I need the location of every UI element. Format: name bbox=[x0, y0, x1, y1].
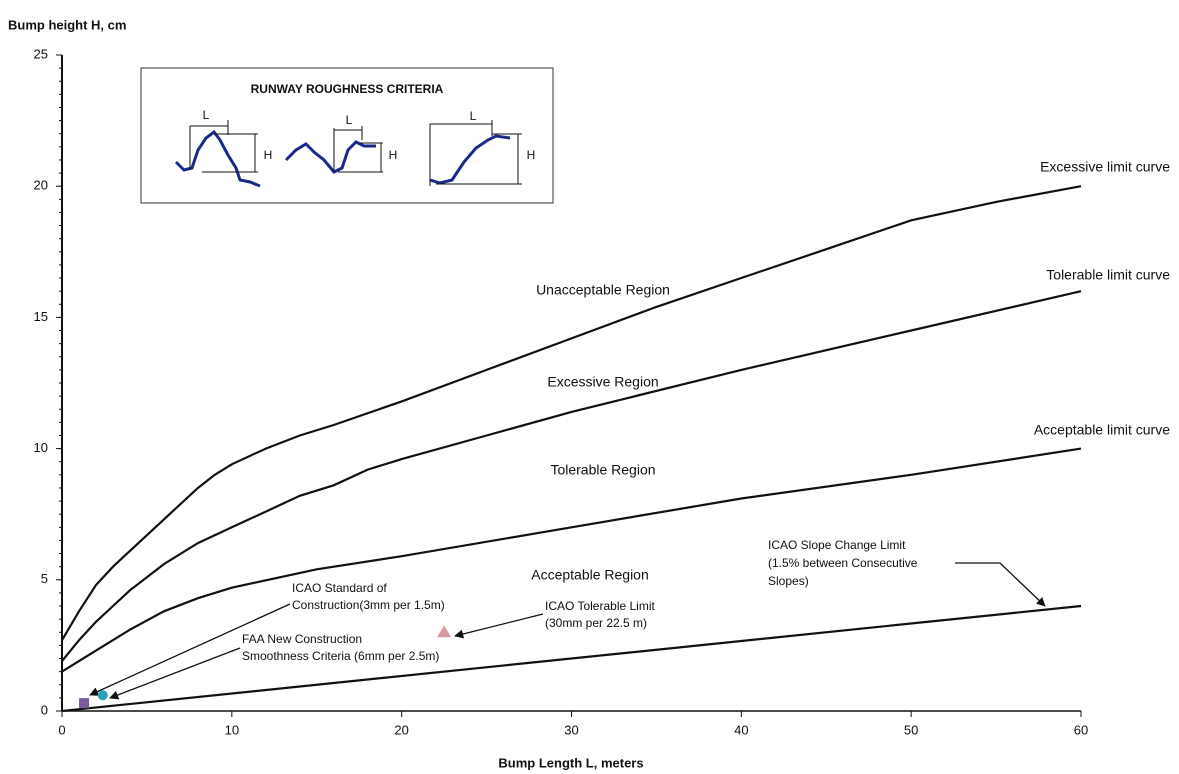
annotation: (30mm per 22.5 m) bbox=[545, 616, 647, 630]
curve bbox=[61, 604, 1082, 713]
y-tick-label: 25 bbox=[34, 46, 48, 61]
inset-label: L bbox=[346, 113, 353, 127]
annotation: Smoothness Criteria (6mm per 2.5m) bbox=[242, 649, 439, 663]
annotation: Tolerable Region bbox=[550, 462, 655, 478]
y-tick-label: 10 bbox=[34, 440, 48, 455]
x-tick-label: 20 bbox=[394, 722, 408, 737]
annotation: ICAO Standard of bbox=[292, 581, 387, 595]
y-tick-label: 15 bbox=[34, 309, 48, 324]
inset-label: L bbox=[470, 109, 477, 123]
x-tick-label: 50 bbox=[904, 722, 918, 737]
annotation: Construction(3mm per 1.5m) bbox=[292, 598, 445, 612]
annotation-arrow bbox=[454, 613, 544, 639]
curve bbox=[61, 290, 1082, 662]
marker bbox=[437, 625, 452, 638]
y-tick-label: 0 bbox=[41, 702, 48, 717]
inset-label: L bbox=[203, 108, 210, 122]
curve bbox=[61, 185, 1082, 641]
inset-label: H bbox=[527, 148, 536, 162]
y-tick-label: 5 bbox=[41, 571, 48, 586]
x-tick-label: 10 bbox=[225, 722, 239, 737]
x-tick-label: 60 bbox=[1074, 722, 1088, 737]
marker bbox=[97, 690, 108, 701]
x-tick-label: 0 bbox=[58, 722, 65, 737]
x-tick-label: 40 bbox=[734, 722, 748, 737]
inset-title: RUNWAY ROUGHNESS CRITERIA bbox=[251, 82, 444, 96]
inset-label: H bbox=[389, 148, 398, 162]
annotation: Excessive Region bbox=[547, 374, 658, 390]
y-tick-label: 20 bbox=[34, 178, 48, 193]
inset bbox=[140, 67, 554, 204]
inset-label: H bbox=[264, 148, 273, 162]
annotation: Unacceptable Region bbox=[536, 282, 670, 298]
curve-label: Excessive limit curve bbox=[1040, 159, 1170, 175]
annotation: ICAO Tolerable Limit bbox=[545, 599, 655, 613]
curve-label: Acceptable limit curve bbox=[1034, 422, 1170, 438]
annotation-arrow bbox=[109, 647, 241, 700]
annotation-arrow bbox=[89, 603, 291, 696]
marker bbox=[79, 698, 90, 709]
annotation: FAA New Construction bbox=[242, 632, 362, 646]
annotation: Slopes) bbox=[768, 574, 809, 588]
annotation: (1.5% between Consecutive bbox=[768, 556, 918, 570]
curve bbox=[61, 447, 1082, 673]
annotation: Acceptable Region bbox=[531, 567, 649, 583]
y-axis-title: Bump height H, cm bbox=[8, 17, 126, 32]
x-axis-title: Bump Length L, meters bbox=[498, 755, 643, 770]
x-tick-label: 30 bbox=[564, 722, 578, 737]
annotation-arrow bbox=[955, 562, 1046, 607]
annotation: ICAO Slope Change Limit bbox=[768, 538, 906, 552]
curve-label: Tolerable limit curve bbox=[1046, 267, 1170, 283]
